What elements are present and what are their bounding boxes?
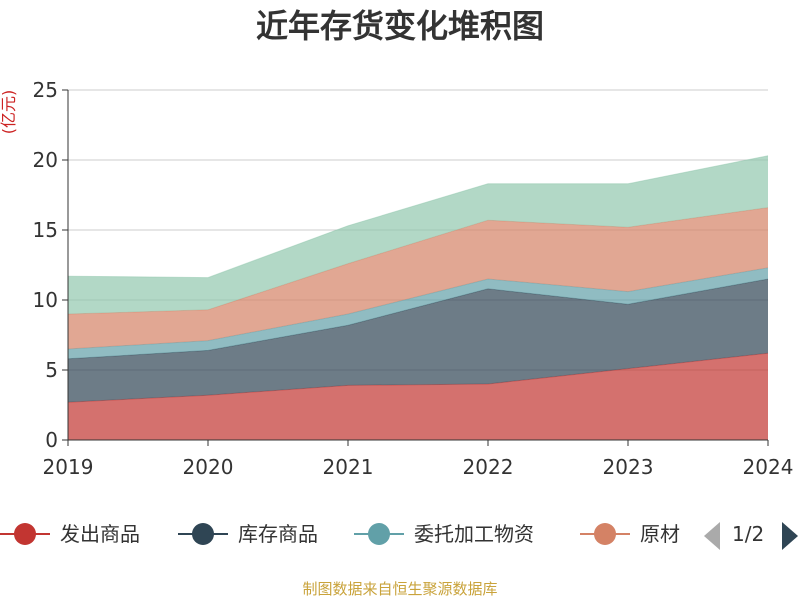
legend-label: 库存商品 [238,522,318,546]
x-tick-label: 2022 [463,455,514,479]
legend-item-3[interactable]: 原材 [580,522,680,546]
legend-label: 原材 [640,522,680,546]
chart-title: 近年存货变化堆积图 [255,7,544,45]
y-axis-label: (亿元) [0,90,18,135]
legend-marker [192,523,214,545]
area-series-0 [68,353,768,440]
y-tick-label: 5 [45,358,58,382]
x-tick-label: 2019 [43,455,94,479]
legend-item-2[interactable]: 委托加工物资 [354,522,534,546]
legend-item-1[interactable]: 库存商品 [178,522,318,546]
area-layer [67,155,769,440]
x-tick-label: 2020 [183,455,234,479]
x-tick-label: 2023 [603,455,654,479]
area-series-line-4 [67,155,769,279]
area-series-4 [68,155,768,314]
legend-marker [14,523,36,545]
area-series-1 [68,279,768,403]
legend-label: 委托加工物资 [414,522,534,546]
legend-marker [594,523,616,545]
y-tick-label: 10 [33,288,58,312]
legend-marker [368,523,390,545]
y-tick-label: 15 [33,218,58,242]
legend-page-indicator: 1/2 [732,522,764,546]
y-tick-label: 0 [45,428,58,452]
x-tick-label: 2021 [323,455,374,479]
source-note: 制图数据来自恒生聚源数据库 [302,580,498,598]
legend-item-0[interactable]: 发出商品 [0,522,140,546]
y-tick-label: 20 [33,148,58,172]
legend-prev-icon[interactable] [704,522,720,550]
legend-layer: 发出商品 库存商品 委托加工物资 原材 1/2 [0,522,798,550]
x-tick-label: 2024 [743,455,794,479]
area-series-2 [68,267,768,359]
legend-next-icon[interactable] [782,522,798,550]
legend-label: 发出商品 [60,522,140,546]
axis-layer: 0 5 10 15 20 25 2019 2020 2021 2022 2023 2024 [33,78,794,479]
y-tick-label: 25 [33,78,58,102]
area-series-3 [68,207,768,349]
